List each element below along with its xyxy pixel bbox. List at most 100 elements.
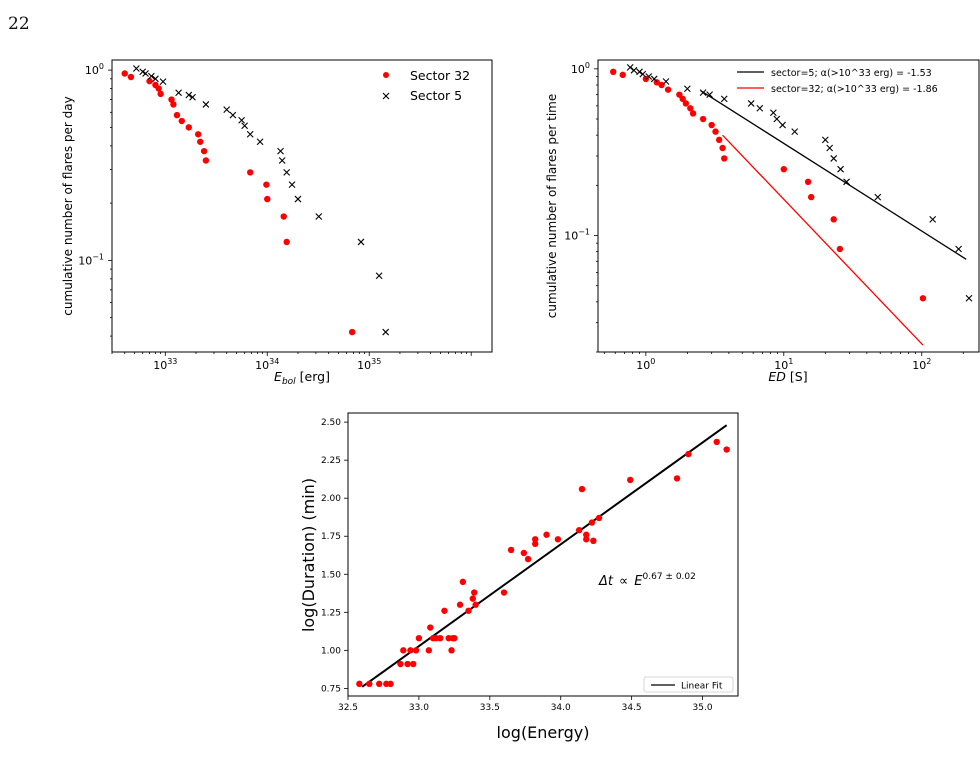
data-point-sector-5 xyxy=(256,138,264,146)
data-point-sector-32 xyxy=(170,101,177,108)
data-point-data xyxy=(469,595,476,602)
data-point-sector-5 xyxy=(837,165,844,173)
data-point-sector-5 xyxy=(756,104,764,112)
data-point-data xyxy=(366,680,373,688)
y-tick-label: 1.25 xyxy=(321,608,341,618)
legend: sector=5; α(>10^33 erg) = -1.53 sector=3… xyxy=(737,68,938,95)
data-point-sector-5 xyxy=(720,95,728,103)
data-point-sector-5 xyxy=(706,91,714,99)
x-tick-label: 102 xyxy=(912,357,931,372)
data-point-sector-5 xyxy=(626,64,634,71)
data-point-sector-32 xyxy=(679,95,686,103)
data-point-sector-32 xyxy=(804,178,812,186)
data-point-sector-32 xyxy=(658,81,665,89)
x-tick-label: 35.0 xyxy=(693,703,713,713)
scaling-annotation: Δt ∝ E0.67 ± 0.02 xyxy=(598,572,696,589)
data-point-sector-5 xyxy=(843,178,850,186)
data-point-data xyxy=(583,536,590,543)
data-point-data xyxy=(472,601,479,608)
x-tick-label: 33.5 xyxy=(480,703,500,713)
data-point-sector-32 xyxy=(808,193,815,201)
data-point-data xyxy=(415,634,423,642)
data-point-sector-5 xyxy=(238,116,245,124)
data-point-sector-5 xyxy=(779,121,786,129)
legend-marker-sector-32 xyxy=(383,72,389,78)
data-point-data xyxy=(412,647,420,654)
x-tick-label: 32.5 xyxy=(338,703,358,713)
page-number: 22 xyxy=(8,14,30,34)
data-point-sector-32 xyxy=(721,155,728,162)
data-point-sector-5 xyxy=(229,111,237,119)
y-tick-label: 0.75 xyxy=(321,684,341,694)
data-point-data xyxy=(436,634,444,642)
data-point-sector-32 xyxy=(715,136,723,144)
x-tick-label: 100 xyxy=(636,357,655,372)
data-point-sector-32 xyxy=(155,85,162,92)
y-axis-label: log(Duration) (min) xyxy=(299,478,318,632)
data-point-sector-5 xyxy=(821,136,829,144)
data-point-sector-32 xyxy=(919,295,927,302)
data-point-data xyxy=(575,526,583,534)
ticks-layer: 100 101 102 100 10−1 xyxy=(564,61,964,372)
ed-cdf-chart: 100 101 102 100 10−1 sector=5; α(>10^33 erg)… xyxy=(545,59,980,384)
data-point-data xyxy=(524,555,532,563)
data-point-data xyxy=(387,680,394,688)
data-point-data xyxy=(410,660,417,668)
data-point-sector-5 xyxy=(382,328,390,336)
data-point-sector-5 xyxy=(132,65,140,72)
data-point-sector-32 xyxy=(780,165,787,173)
data-point-sector-32 xyxy=(168,96,175,103)
x-axis-label: ED [S] xyxy=(768,369,807,384)
data-point-data xyxy=(685,450,692,458)
data-point-sector-5 xyxy=(955,245,962,253)
data-point-sector-32 xyxy=(664,86,672,93)
data-point-sector-32 xyxy=(708,121,715,129)
data-point-sector-32 xyxy=(719,144,726,152)
y-tick-label: 1.75 xyxy=(321,532,341,542)
y-tick-label: 10−1 xyxy=(78,252,104,267)
legend-label-sector-5: sector=5; α(>10^33 erg) = -1.53 xyxy=(771,68,932,79)
legend: Sector 32 Sector 5 xyxy=(382,68,470,103)
data-point-sector-32 xyxy=(178,117,185,125)
data-point-data xyxy=(627,476,634,484)
x-tick-label: 1033 xyxy=(153,357,177,372)
data-point-data xyxy=(713,438,720,446)
data-point-sector-5 xyxy=(315,213,323,220)
data-point-data xyxy=(507,546,515,554)
data-point-sector-5 xyxy=(826,144,834,152)
legend-label-linear-fit: Linear Fit xyxy=(681,682,723,692)
data-point-sector-5 xyxy=(650,75,658,83)
marks-layer xyxy=(121,65,390,336)
data-point-sector-5 xyxy=(159,78,167,85)
x-axis-label: Ebol [erg] xyxy=(274,369,330,387)
legend-label-sector-32: Sector 32 xyxy=(410,68,470,83)
y-tick-label: 10−1 xyxy=(564,228,590,243)
data-point-data xyxy=(723,446,730,453)
data-point-data xyxy=(520,549,528,557)
data-point-sector-32 xyxy=(689,110,697,117)
data-point-data xyxy=(356,680,363,688)
data-point-sector-32 xyxy=(127,73,135,81)
fit-line-linear-fit xyxy=(361,424,728,688)
data-point-data xyxy=(543,531,550,538)
data-point-data xyxy=(588,519,596,526)
marks-layer xyxy=(610,64,973,346)
y-axis-label: cumulative number of flares per time xyxy=(545,94,559,318)
y-tick-label: 100 xyxy=(571,61,590,76)
data-point-data xyxy=(532,536,539,543)
data-point-sector-32 xyxy=(197,138,204,145)
data-point-sector-5 xyxy=(375,272,383,280)
y-tick-label: 1.50 xyxy=(321,570,341,580)
data-point-sector-5 xyxy=(189,93,196,101)
data-point-sector-5 xyxy=(147,72,155,80)
data-point-data xyxy=(595,514,603,522)
plot-frame xyxy=(347,412,739,697)
legend-marker-sector-5 xyxy=(382,92,390,100)
data-point-sector-5 xyxy=(830,155,838,162)
data-point-sector-5 xyxy=(283,169,291,176)
data-point-data xyxy=(427,624,434,631)
data-point-sector-5 xyxy=(277,147,284,155)
plot-frame xyxy=(597,59,980,353)
legend-label-sector-5: Sector 5 xyxy=(410,88,462,103)
ticks-layer: 32.5 33.0 33.5 34.0 34.5 35.0 0.75 1.00 1.25 1.50… xyxy=(321,418,713,713)
